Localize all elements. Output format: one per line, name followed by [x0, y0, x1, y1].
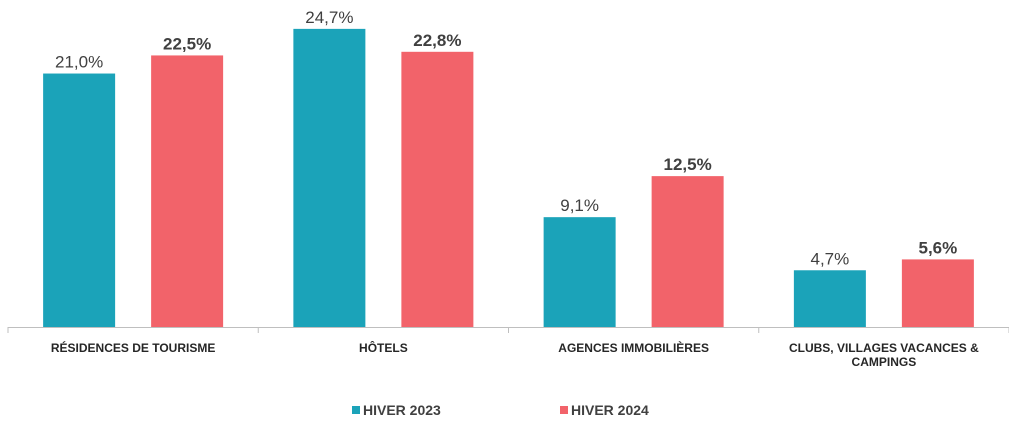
legend-label: HIVER 2023	[363, 402, 441, 418]
data-label: 21,0%	[55, 53, 103, 72]
data-label: 12,5%	[664, 155, 712, 174]
x-tick-label: CLUBS, VILLAGES VACANCES & CAMPINGS	[789, 341, 979, 369]
bar	[901, 259, 974, 327]
x-tick-label: HÔTELS	[359, 340, 408, 355]
data-label: 9,1%	[560, 196, 599, 215]
bar	[293, 28, 366, 327]
data-label: 24,7%	[305, 8, 353, 27]
legend-swatch	[352, 406, 360, 414]
bar	[793, 270, 866, 327]
bar	[543, 217, 616, 327]
legend-swatch	[560, 406, 568, 414]
bar	[43, 73, 116, 327]
legend-label: HIVER 2024	[571, 402, 649, 418]
data-label: 4,7%	[811, 249, 850, 268]
x-tick-label: RÉSIDENCES DE TOURISME	[51, 340, 215, 355]
data-label: 22,5%	[163, 34, 211, 53]
bar	[651, 176, 724, 327]
data-label: 5,6%	[919, 238, 958, 257]
x-tick-label: AGENCES IMMOBILIÈRES	[558, 340, 709, 355]
data-label: 22,8%	[413, 31, 461, 50]
bar	[151, 55, 224, 328]
bar	[401, 51, 474, 327]
